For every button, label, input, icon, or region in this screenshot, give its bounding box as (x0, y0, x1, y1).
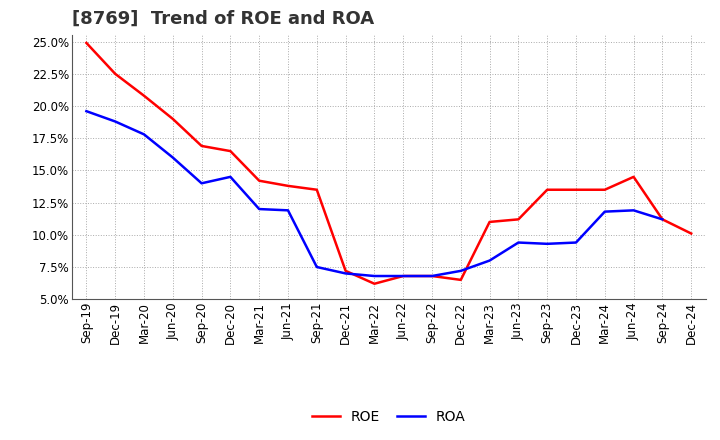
ROA (428, 273, 436, 279)
ROA (456, 268, 465, 274)
ROE (543, 187, 552, 192)
ROE (399, 273, 408, 279)
ROA (140, 132, 148, 137)
ROE (485, 219, 494, 224)
ROA (399, 273, 408, 279)
ROA (111, 119, 120, 124)
ROA (485, 258, 494, 263)
ROA (312, 264, 321, 270)
ROE (572, 187, 580, 192)
ROE (255, 178, 264, 183)
Text: [8769]  Trend of ROE and ROA: [8769] Trend of ROE and ROA (72, 10, 374, 28)
ROA (600, 209, 609, 214)
Line: ROA: ROA (86, 111, 662, 276)
ROE (226, 148, 235, 154)
ROA (572, 240, 580, 245)
Line: ROE: ROE (86, 43, 691, 284)
ROA (284, 208, 292, 213)
ROE (82, 40, 91, 46)
ROE (658, 217, 667, 222)
ROE (370, 281, 379, 286)
ROA (197, 181, 206, 186)
ROA (629, 208, 638, 213)
ROE (111, 71, 120, 77)
ROA (341, 271, 350, 276)
ROE (687, 231, 696, 236)
ROA (226, 174, 235, 180)
ROE (341, 268, 350, 274)
ROA (514, 240, 523, 245)
ROE (168, 116, 177, 121)
ROA (82, 109, 91, 114)
Legend: ROE, ROA: ROE, ROA (307, 404, 471, 429)
ROA (543, 241, 552, 246)
ROA (168, 155, 177, 160)
ROE (514, 217, 523, 222)
ROE (312, 187, 321, 192)
ROA (658, 217, 667, 222)
ROE (600, 187, 609, 192)
ROE (629, 174, 638, 180)
ROE (428, 273, 436, 279)
ROE (197, 143, 206, 149)
ROA (370, 273, 379, 279)
ROE (140, 93, 148, 99)
ROE (284, 183, 292, 188)
ROA (255, 206, 264, 212)
ROE (456, 277, 465, 282)
